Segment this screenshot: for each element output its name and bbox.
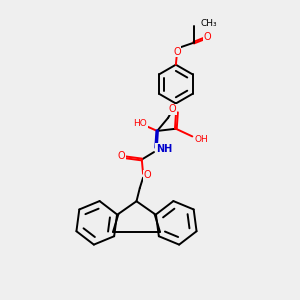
Text: NH: NH — [156, 144, 172, 154]
Text: O: O — [204, 32, 212, 42]
Text: O: O — [118, 151, 125, 161]
Text: O: O — [144, 170, 151, 180]
Text: CH₃: CH₃ — [200, 19, 217, 28]
Text: HO: HO — [134, 119, 147, 128]
Text: O: O — [169, 104, 176, 114]
Text: O: O — [173, 46, 181, 56]
Text: OH: OH — [195, 135, 209, 144]
